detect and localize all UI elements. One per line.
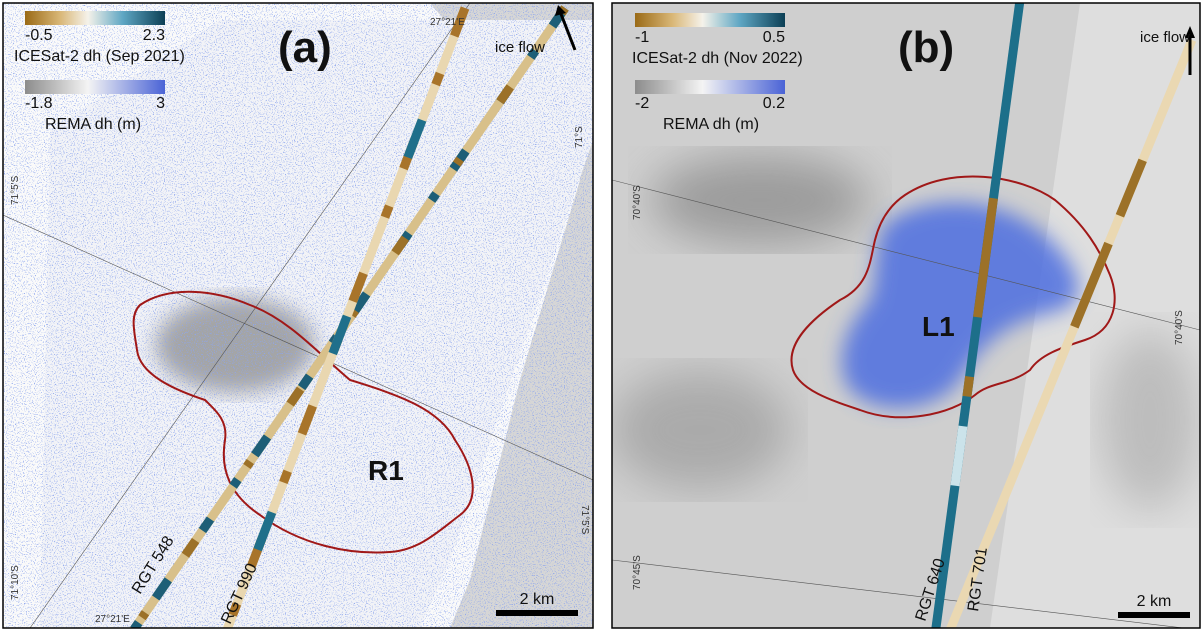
colorbar-title: REMA dh (m) — [45, 116, 141, 133]
scale-bar-label: 2 km — [1137, 593, 1172, 610]
coordinate-label: 27°21'E — [430, 17, 465, 28]
coordinate-label: 70°40'S — [632, 185, 643, 220]
colorbar-title: REMA dh (m) — [663, 116, 759, 133]
colorbar-title: ICESat-2 dh (Nov 2022) — [632, 50, 803, 67]
figure: -0.5 2.3 ICESat-2 dh (Sep 2021) -1.8 3 R… — [0, 0, 1203, 631]
panel-label: (a) — [278, 23, 332, 72]
scale-bar-label: 2 km — [520, 591, 555, 608]
panel-b — [610, 0, 1200, 631]
colorbar-min: -1.8 — [25, 95, 53, 112]
flow-label: ice flow — [1140, 29, 1190, 46]
flow-label: ice flow — [495, 39, 545, 56]
feature-label: L1 — [922, 311, 955, 342]
panel-label: (b) — [898, 23, 954, 72]
coordinate-label: 71°S — [574, 126, 585, 148]
coordinate-label: 71°5'S — [10, 175, 21, 205]
colorbar-min: -1 — [635, 29, 649, 46]
feature-label: R1 — [368, 455, 404, 486]
colorbar-min: -0.5 — [25, 27, 53, 44]
colorbar-max: 3 — [156, 95, 165, 112]
coordinate-label: 70°45'S — [632, 555, 643, 590]
colorbar-min: -2 — [635, 95, 649, 112]
colorbar-max: 0.2 — [763, 95, 785, 112]
coordinate-label: 70°40'S — [1174, 310, 1185, 345]
colorbar-max: 0.5 — [763, 29, 785, 46]
coordinate-label: 71°5'S — [579, 505, 590, 535]
coordinate-label: 71°10'S — [10, 565, 21, 600]
coordinate-label: 27°21'E — [95, 614, 130, 625]
colorbar-title: ICESat-2 dh (Sep 2021) — [14, 48, 185, 65]
panel-a — [3, 3, 593, 631]
colorbar-max: 2.3 — [143, 27, 165, 44]
